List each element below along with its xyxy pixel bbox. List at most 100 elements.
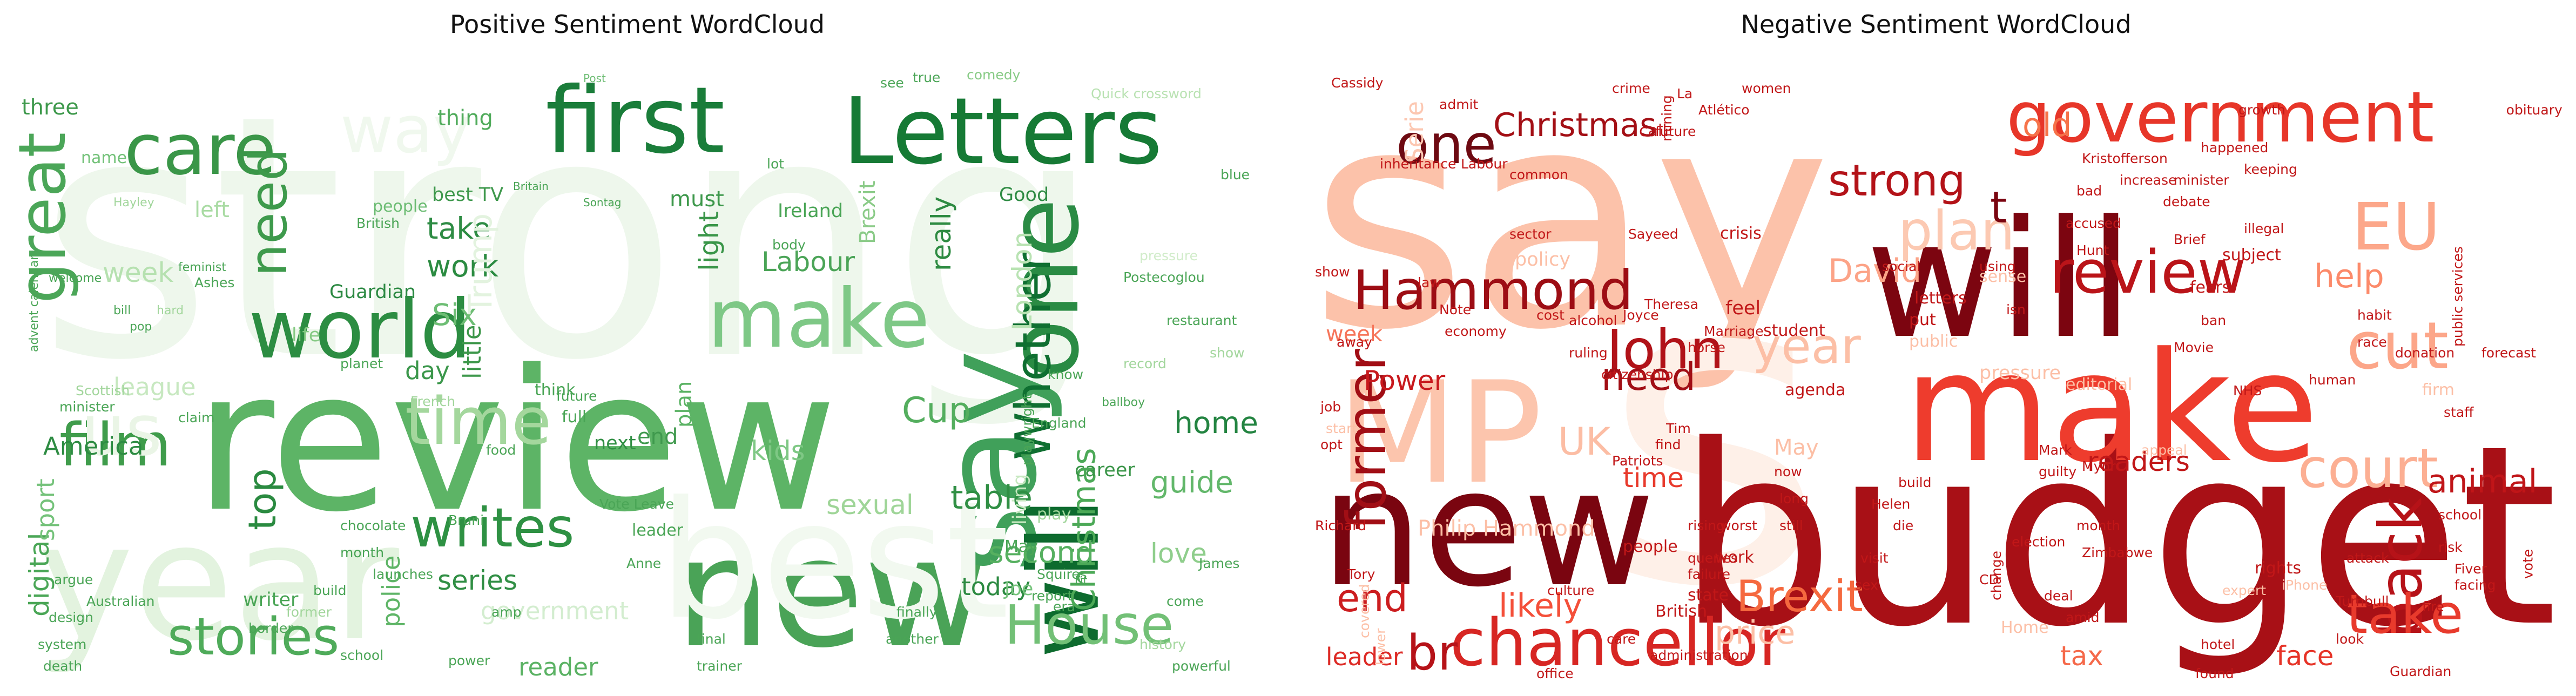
word-fire: fire <box>2422 599 2444 614</box>
word-former: former <box>286 604 332 620</box>
word-ballboy: ballboy <box>1102 396 1145 409</box>
word-office: office <box>1536 666 1574 681</box>
word-best: best <box>659 467 1009 655</box>
word-make: make <box>707 272 930 366</box>
word-will: will <box>1866 186 2133 374</box>
word-full: full <box>562 408 586 427</box>
word-work: work <box>1715 548 1754 567</box>
word-iphone: iPhone <box>2282 577 2327 593</box>
word-play: play <box>1037 505 1071 524</box>
word-admit: admit <box>1439 97 1478 112</box>
word-chancellor: chancellor <box>1450 606 1786 681</box>
word-say: say <box>1310 44 1831 396</box>
word-work: work <box>427 249 498 283</box>
word-feminist: feminist <box>178 261 226 274</box>
word-agenda: agenda <box>1785 381 1845 400</box>
negative-wordcloud-panel: say s budget new will make MP government chancel… <box>1310 44 2562 681</box>
word-hotel: hotel <box>2201 637 2235 652</box>
word-back: back <box>2366 497 2435 638</box>
word-firm: firm <box>2422 381 2454 400</box>
word-crisis: crisis <box>1720 224 1762 243</box>
word-expert: expert <box>2222 583 2266 598</box>
word-joe: Joe <box>1003 578 1033 600</box>
word-debate: debate <box>2163 194 2210 210</box>
word-rights: rights <box>2255 559 2301 578</box>
word-helen: Helen <box>1871 496 1910 512</box>
word-care: care <box>1607 631 1636 647</box>
word-government: government <box>481 597 629 625</box>
word-horse: horse <box>1688 340 1725 355</box>
word-court: court <box>2298 437 2438 500</box>
word-may: May <box>1004 537 1038 556</box>
word-now: now <box>1774 464 1802 479</box>
word-way: way <box>340 93 471 168</box>
word-think: think <box>535 381 576 400</box>
word-bad: bad <box>2076 183 2102 199</box>
word-t: t <box>1990 183 2007 233</box>
word-queries: queries <box>1688 550 1738 566</box>
word-christmas: Christmas <box>1065 448 1103 611</box>
word-face: face <box>2276 640 2334 672</box>
word-call: call <box>1639 121 1667 140</box>
word-attack: attack <box>2346 550 2389 566</box>
word-lower: lower <box>1373 628 1388 665</box>
word-scottish: Scottish <box>76 383 130 398</box>
word-england: England <box>1031 415 1087 431</box>
word-mining: mining <box>1659 95 1675 141</box>
word-worst: worst <box>1720 518 1757 533</box>
word-time: time <box>1623 462 1684 494</box>
word-habit: habit <box>2357 307 2392 323</box>
word-take: take <box>2346 583 2463 646</box>
word-series: series <box>437 565 517 596</box>
word-readers: readers <box>2087 446 2190 477</box>
word-say: say <box>914 350 1066 573</box>
word-leader: leader <box>1326 643 1403 671</box>
word-pop: pop <box>130 320 152 334</box>
word-mark: Mark <box>2039 442 2072 458</box>
word-need: need <box>1601 355 1696 399</box>
word-film: film <box>59 410 171 479</box>
word-happened: happened <box>2201 140 2268 156</box>
word-look: look <box>2336 631 2364 647</box>
word-animal: animal <box>2427 463 2537 501</box>
word-blue: blue <box>1220 167 1250 183</box>
word-comedy: comedy <box>967 67 1021 83</box>
word-australian: Australian <box>86 593 154 609</box>
word-squires: Squires <box>1037 566 1087 582</box>
word-kristofferson: Kristofferson <box>2082 151 2168 166</box>
word-quick-crossword: Quick crossword <box>1091 86 1202 102</box>
word-old: old <box>2022 106 2072 144</box>
word-sexual: sexual <box>826 489 914 521</box>
word-forecast: forecast <box>2481 345 2536 361</box>
word-cd: CD <box>1979 572 1999 587</box>
word-see: see <box>880 75 904 91</box>
word-sayeed: Sayeed <box>1628 226 1678 242</box>
word-claim: claim <box>178 410 214 425</box>
word-help: help <box>2314 258 2384 295</box>
word-french: French <box>410 394 455 409</box>
word-law: law <box>1418 275 1441 290</box>
word-change: change <box>1988 551 2004 600</box>
word-police: police <box>377 555 406 627</box>
word-pressure: pressure <box>1139 248 1198 263</box>
word-marriage: Marriage <box>1704 323 1764 339</box>
word-minister: minister <box>59 399 115 415</box>
word-inheritance: inheritance <box>1380 156 1456 172</box>
word-food: food <box>486 442 516 458</box>
word-three: three <box>22 95 79 120</box>
word-build: build <box>313 583 346 598</box>
word-show: show <box>1210 345 1245 361</box>
word-new: new <box>1320 434 1655 623</box>
word-pressure: pressure <box>1979 362 2061 384</box>
word-policy: policy <box>1515 249 1570 271</box>
word-take: take <box>427 211 491 246</box>
word-london: London <box>1007 232 1038 330</box>
word-minister: minister <box>2174 172 2229 188</box>
word-hunt: Hunt <box>2076 242 2109 258</box>
word-hammond: Hammond <box>1353 259 1633 322</box>
word-need: need <box>239 148 299 276</box>
word-economy: economy <box>1445 323 1507 339</box>
word-final: final <box>697 631 726 647</box>
